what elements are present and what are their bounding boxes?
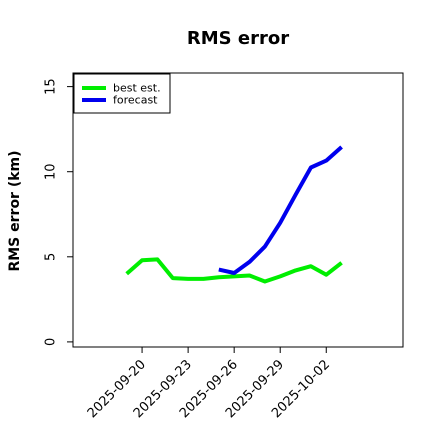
series-line-best-est bbox=[125, 257, 343, 284]
chart-title: RMS error bbox=[187, 28, 289, 49]
y-axis-label: RMS error (km) bbox=[7, 150, 23, 271]
y-tick-label: 10 bbox=[44, 163, 59, 180]
legend-label: forecast bbox=[113, 94, 158, 107]
y-tick-label: 5 bbox=[44, 253, 59, 261]
series-line-forecast bbox=[218, 145, 343, 275]
y-tick-label: 15 bbox=[44, 78, 59, 95]
legend-label: best est. bbox=[113, 82, 161, 95]
legend-box bbox=[73, 73, 171, 114]
y-tick-label: 0 bbox=[44, 338, 59, 346]
plot-frame bbox=[72, 72, 404, 348]
